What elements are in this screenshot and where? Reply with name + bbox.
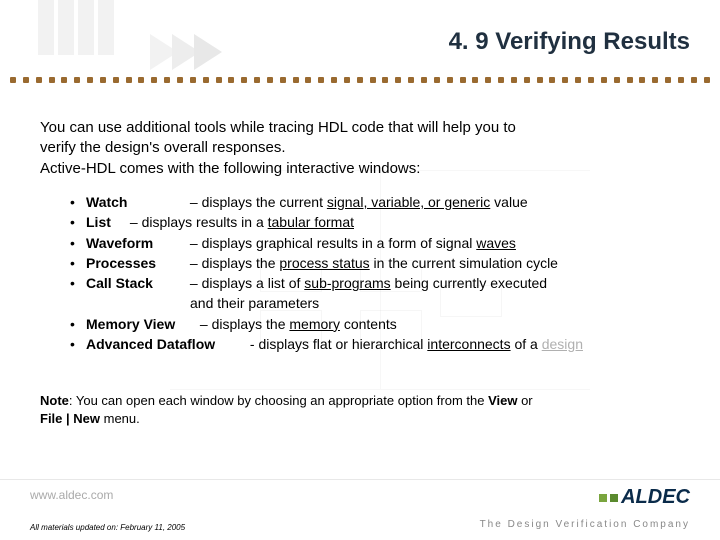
intro-line-3: Active-HDL comes with the following inte…	[40, 160, 420, 177]
note-part: menu.	[100, 411, 140, 426]
bullet-icon: •	[70, 212, 86, 232]
slide-title: 4. 9 Verifying Results	[449, 28, 690, 56]
item-text: – displays the current	[190, 194, 327, 210]
item-underline: process status	[279, 255, 369, 271]
bullet-icon: •	[70, 192, 86, 212]
item-text-post: being currently executed	[391, 275, 547, 291]
item-text-mid: of a	[511, 336, 542, 352]
note-part: or	[517, 393, 532, 408]
list-item: • Processes – displays the process statu…	[70, 253, 690, 273]
intro-line-1: You can use additional tools while traci…	[40, 119, 516, 136]
list-item: • Call Stack – displays a list of sub-pr…	[70, 273, 690, 293]
intro-text: You can use additional tools while traci…	[40, 118, 690, 179]
note-bold: Note	[40, 393, 69, 408]
item-underline: signal, variable, or generic	[327, 194, 490, 210]
note-text: Note: You can open each window by choosi…	[40, 392, 690, 428]
logo-text: ALDEC	[621, 486, 690, 509]
note-part: : You can open each window by choosing a…	[69, 393, 488, 408]
footer: www.aldec.com All materials updated on: …	[0, 479, 720, 540]
item-text: – displays a list of	[190, 275, 304, 291]
item-underline-gray: design	[542, 336, 583, 352]
note-bold-filenew: File | New	[40, 411, 100, 426]
item-underline: memory	[289, 316, 340, 332]
item-label: Waveform	[86, 233, 186, 253]
item-text: – displays graphical results in a form o…	[190, 235, 476, 251]
item-label: Advanced Dataflow	[86, 334, 246, 354]
item-underline: sub-programs	[304, 275, 390, 291]
footer-copyright: All materials updated on: February 11, 2…	[30, 523, 185, 532]
windows-list: • Watch – displays the current signal, v…	[70, 192, 690, 354]
list-item: • Waveform – displays graphical results …	[70, 233, 690, 253]
item-underline: interconnects	[427, 336, 510, 352]
bullet-icon: •	[70, 314, 86, 334]
item-label: Processes	[86, 253, 186, 273]
bullet-icon: •	[70, 233, 86, 253]
aldec-logo: ALDEC	[599, 486, 690, 509]
footer-tagline: The Design Verification Company	[480, 519, 690, 530]
item-text: - displays flat or hierarchical	[250, 336, 427, 352]
list-item: • Advanced Dataflow - displays flat or h…	[70, 334, 690, 354]
bg-decor-boxes	[38, 0, 114, 55]
intro-line-2: verify the design's overall responses.	[40, 139, 286, 156]
item-text: – displays the	[190, 255, 280, 271]
footer-url: www.aldec.com	[30, 488, 113, 502]
list-item: • Watch – displays the current signal, v…	[70, 192, 690, 212]
bg-decor-arrows	[150, 34, 216, 70]
item-label: Watch	[86, 192, 186, 212]
list-item: • Memory View – displays the memory cont…	[70, 314, 690, 334]
item-label: Call Stack	[86, 273, 186, 293]
logo-square-icon	[610, 494, 618, 502]
list-item: • List – displays results in a tabular f…	[70, 212, 690, 232]
bullet-icon: •	[70, 273, 86, 293]
item-label: List	[86, 212, 126, 232]
logo-square-icon	[599, 494, 607, 502]
item-label: Memory View	[86, 314, 196, 334]
item-underline: waves	[476, 235, 516, 251]
list-item-continuation: and their parameters	[190, 293, 690, 313]
bullet-icon: •	[70, 334, 86, 354]
note-bold-view: View	[488, 393, 517, 408]
title-divider	[0, 75, 720, 87]
item-text: – displays results in a	[130, 214, 268, 230]
item-text: – displays the	[200, 316, 290, 332]
item-text-post: value	[490, 194, 527, 210]
item-text-post: in the current simulation cycle	[370, 255, 558, 271]
item-text-post: contents	[340, 316, 397, 332]
bullet-icon: •	[70, 253, 86, 273]
item-underline: tabular format	[268, 214, 354, 230]
